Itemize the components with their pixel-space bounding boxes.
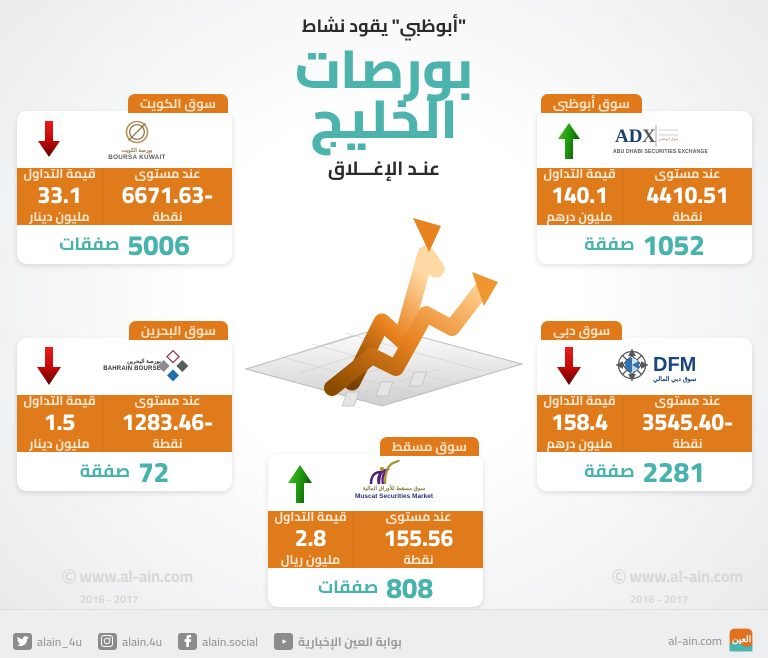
svg-text:DFM: DFM <box>653 354 696 376</box>
svg-text:Muscat Securities Market: Muscat Securities Market <box>354 493 433 500</box>
svg-text:سوق مسقط للأوراق المالية: سوق مسقط للأوراق المالية <box>362 483 425 492</box>
svg-text:العين: العين <box>732 634 751 645</box>
svg-text:سوق دبي المالي: سوق دبي المالي <box>653 376 696 383</box>
svg-text:BAHRAIN BOURSE: BAHRAIN BOURSE <box>103 366 161 372</box>
svg-text:بورصة البحرين: بورصة البحرين <box>127 358 161 365</box>
